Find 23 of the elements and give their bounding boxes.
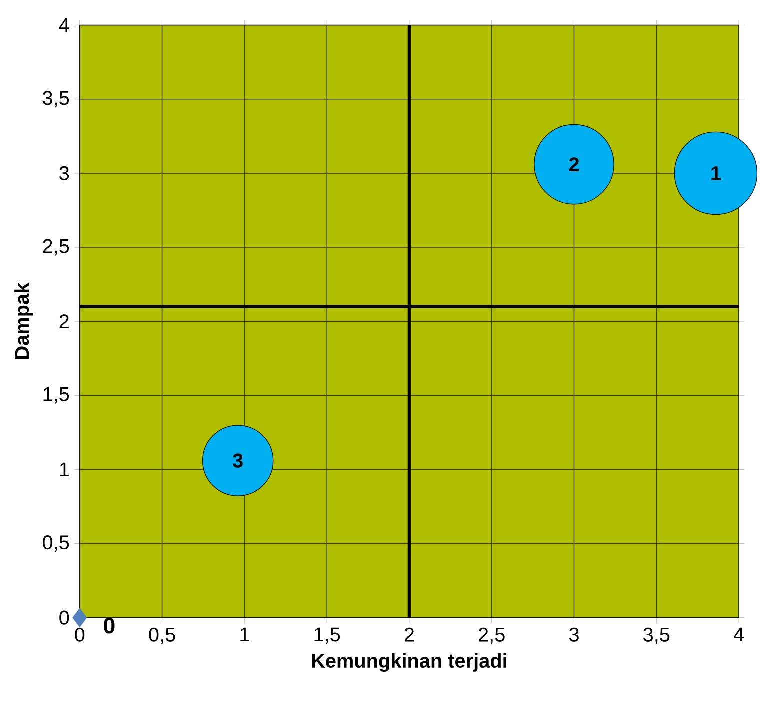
x-tick-label: 3	[569, 628, 579, 642]
annotation: 1	[712, 166, 721, 180]
y-tick-label: 1,5	[44, 388, 70, 404]
x-axis-title: Kemungkinan terjadi	[312, 654, 506, 672]
y-tick-label: 1	[60, 463, 69, 477]
x-tick-label: 2	[404, 628, 414, 642]
annotation: 2	[569, 158, 579, 172]
y-tick-label: 3	[60, 166, 70, 181]
annotation: 3	[233, 454, 243, 468]
y-axis-title: Dampak	[14, 282, 34, 360]
y-tick-label: 0,5	[43, 536, 70, 552]
x-tick-label: 4	[734, 628, 744, 642]
x-tick-label: 1,5	[314, 628, 340, 644]
x-tick-label: 0,5	[149, 628, 176, 644]
x-tick-label: 1	[240, 628, 250, 642]
x-tick-label: 2,5	[479, 628, 505, 644]
y-tick-label: 2	[60, 314, 69, 329]
y-tick-label: 0	[60, 610, 70, 626]
y-tick-label: 3,5	[42, 91, 70, 108]
y-tick-label: 2,5	[43, 239, 70, 256]
y-tick-label: 4	[59, 18, 70, 32]
x-tick-label: 0	[75, 628, 85, 642]
x-tick-label: 3,5	[644, 628, 670, 644]
